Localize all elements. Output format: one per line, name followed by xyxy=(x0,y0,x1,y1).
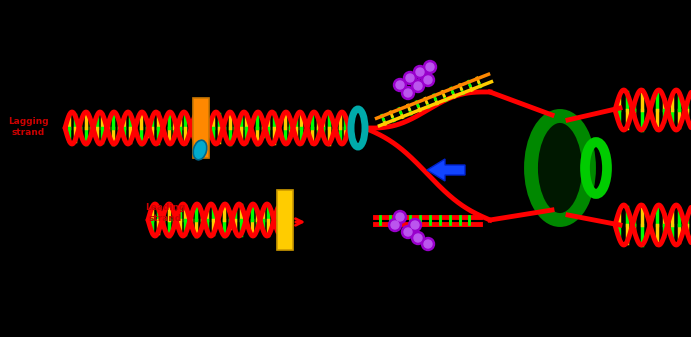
Circle shape xyxy=(413,65,426,79)
Ellipse shape xyxy=(193,140,207,160)
Circle shape xyxy=(412,80,424,92)
Text: Leading
strand: Leading strand xyxy=(145,203,185,223)
Circle shape xyxy=(426,63,434,71)
Circle shape xyxy=(416,68,424,76)
Circle shape xyxy=(422,73,435,87)
Circle shape xyxy=(393,211,406,223)
Circle shape xyxy=(404,228,412,236)
FancyBboxPatch shape xyxy=(193,98,209,158)
Circle shape xyxy=(393,79,406,92)
Circle shape xyxy=(396,81,404,89)
Circle shape xyxy=(408,218,422,232)
Circle shape xyxy=(422,238,435,250)
FancyBboxPatch shape xyxy=(277,190,293,250)
Circle shape xyxy=(406,74,414,82)
Circle shape xyxy=(424,76,432,84)
Circle shape xyxy=(424,61,437,73)
FancyArrow shape xyxy=(427,159,465,181)
Text: Lagging
strand: Lagging strand xyxy=(8,117,48,137)
Circle shape xyxy=(388,218,401,232)
Circle shape xyxy=(424,240,432,248)
Circle shape xyxy=(401,87,415,99)
Circle shape xyxy=(414,82,422,90)
Circle shape xyxy=(391,221,399,229)
Circle shape xyxy=(414,234,422,242)
Circle shape xyxy=(404,89,412,97)
Circle shape xyxy=(401,225,415,239)
Ellipse shape xyxy=(538,123,582,213)
Circle shape xyxy=(404,71,417,85)
Circle shape xyxy=(411,221,419,229)
Circle shape xyxy=(396,213,404,221)
Circle shape xyxy=(412,232,424,245)
